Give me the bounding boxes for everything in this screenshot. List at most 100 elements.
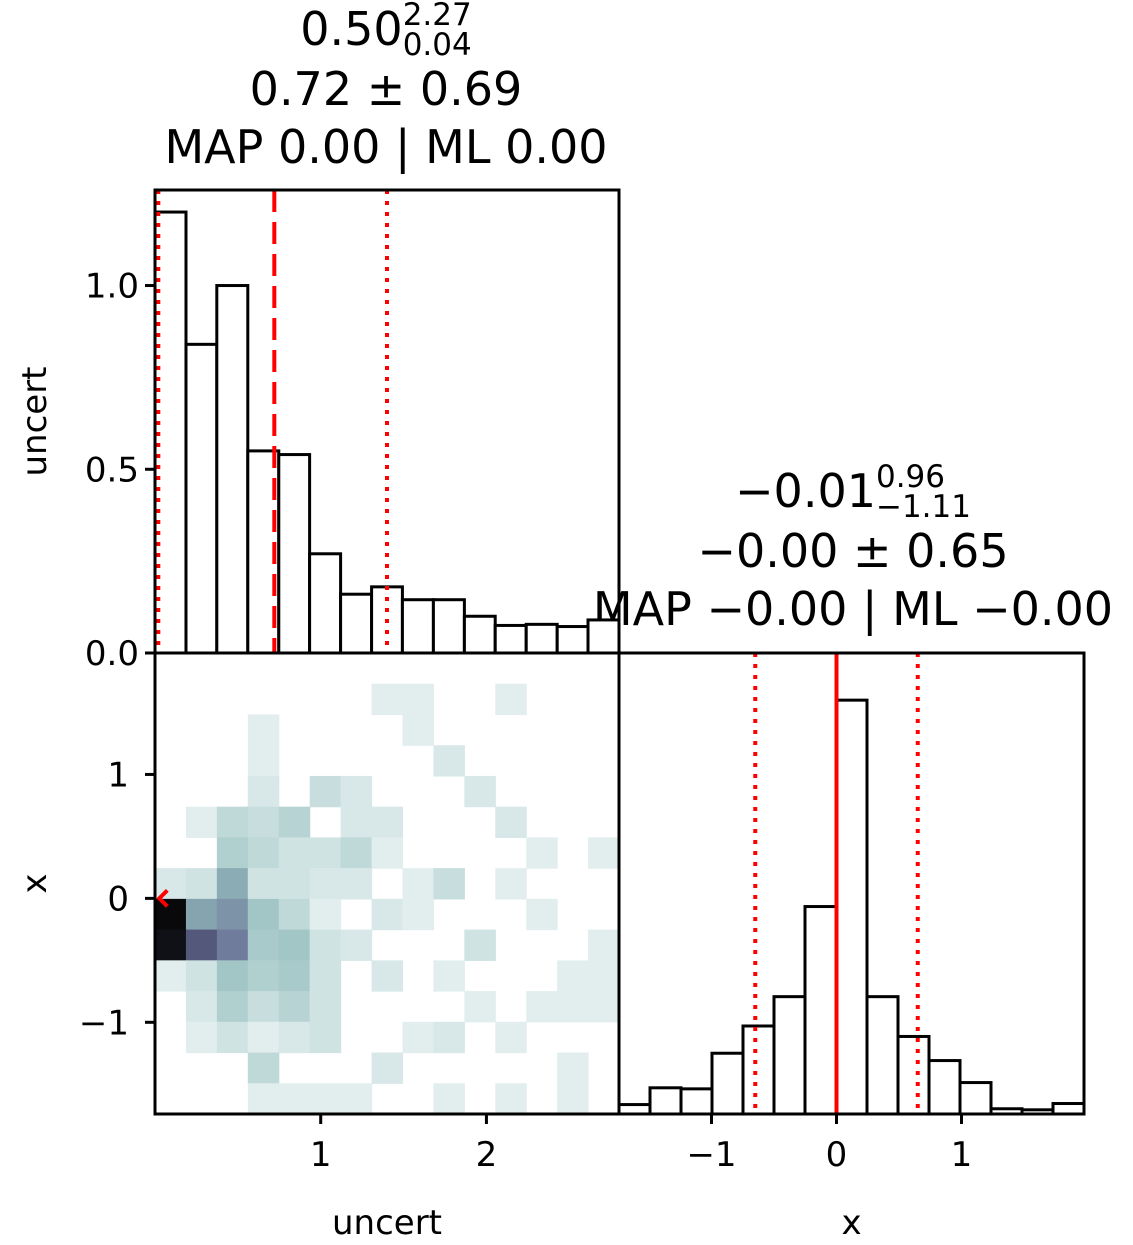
x-ytick-label: 0 — [107, 879, 129, 919]
heatmap-cell — [464, 991, 496, 1023]
heatmap-cell — [216, 960, 249, 992]
x-bar — [679, 1087, 714, 1116]
heatmap-cell — [495, 868, 527, 900]
uncert-bar — [462, 614, 497, 655]
x-ytick-label: 1 — [107, 755, 129, 795]
x-mean-std: −0.00 ± 0.65 — [697, 524, 1009, 578]
truth-marker — [156, 888, 169, 908]
heatmap-cell — [464, 775, 496, 808]
uncert-ci-upper: 2.27 — [402, 0, 472, 33]
heatmap-cell — [340, 806, 373, 838]
heatmap-cell — [216, 837, 249, 869]
heatmap-cell — [309, 898, 342, 931]
x-ytick-label: −1 — [79, 1003, 129, 1043]
heatmap-cell — [464, 929, 496, 961]
uncert-bar — [524, 622, 559, 655]
uncert-bar — [339, 592, 374, 655]
uncert-bar — [215, 284, 250, 655]
x-bar — [958, 1081, 993, 1116]
heatmap-cell — [185, 960, 218, 992]
uncert-bar — [308, 552, 343, 655]
x-map-ml: MAP −0.00 | ML −0.00 — [592, 582, 1114, 636]
uncert-bar — [586, 618, 621, 655]
heatmap-cell — [216, 868, 249, 900]
heatmap-cell — [185, 1021, 218, 1054]
heatmap-cell — [526, 898, 558, 931]
uncert-ytick-label: 0.5 — [85, 450, 139, 490]
heatmap-cell — [247, 898, 280, 931]
heatmap-cell — [588, 929, 620, 961]
heatmap-cell — [185, 929, 218, 961]
x-bar — [803, 905, 838, 1116]
x-ci: 0.96 −1.11 — [875, 459, 971, 525]
x-bar — [896, 1034, 931, 1116]
heatmap-cell — [557, 1083, 589, 1115]
heatmap-cell — [247, 806, 280, 838]
heatmap-cell — [278, 1021, 311, 1054]
heatmap-cell — [495, 1021, 527, 1054]
heatmap-cell — [340, 837, 373, 869]
heatmap-cell — [155, 929, 187, 961]
heatmap-cell — [216, 1021, 249, 1054]
x-bar — [834, 698, 869, 1116]
uncert-xtick-label: 2 — [476, 1135, 498, 1175]
heatmap-cell — [309, 837, 342, 869]
heatmap-cell — [588, 960, 620, 992]
heatmap-cell — [526, 991, 558, 1023]
heatmap-xlabel: uncert — [332, 1203, 442, 1243]
x-bar — [710, 1051, 745, 1116]
x-frame — [617, 651, 1086, 1116]
heatmap-cell — [185, 868, 218, 900]
x-bar — [865, 995, 900, 1116]
heatmap-cell — [247, 745, 280, 777]
uncert-bar — [555, 625, 590, 655]
heatmap-cell — [433, 868, 465, 900]
heatmap-cell — [247, 714, 280, 746]
heatmap-cell — [309, 1083, 342, 1115]
heatmap-ylabel: x — [15, 873, 55, 893]
heatmap-cell — [526, 837, 558, 869]
x-panel-title: −0.01 0.96 −1.11 −0.00 ± 0.65 MAP −0.00 | … — [503, 462, 1133, 638]
x-histogram — [617, 653, 1086, 1116]
heatmap-cell — [278, 837, 311, 869]
uncert-mean-std: 0.72 ± 0.69 — [249, 62, 523, 116]
uncert-bar — [493, 623, 528, 655]
heatmap-cell — [433, 960, 465, 992]
x-xlabel: x — [841, 1203, 861, 1243]
heatmap-cell — [278, 898, 311, 931]
heatmap-cell — [247, 1021, 280, 1054]
uncert-bar — [184, 342, 219, 655]
uncert-ci-lower: 0.04 — [402, 27, 472, 63]
uncert-ylabel: uncert — [15, 366, 55, 476]
heatmap-cell — [185, 991, 218, 1023]
heatmap-cell — [402, 898, 434, 931]
heatmap-cell — [247, 960, 280, 992]
heatmap-cell — [557, 991, 589, 1023]
heatmap-cell — [402, 868, 434, 900]
uncert-ytick-label: 1.0 — [85, 267, 139, 307]
heatmap-cell — [185, 806, 218, 838]
heatmap-cell — [216, 806, 249, 838]
heatmap-cell — [247, 1052, 280, 1084]
x-ci-upper: 0.96 — [875, 459, 946, 495]
heatmap-cell — [340, 929, 373, 961]
heatmap-cell — [185, 898, 218, 931]
x-bar — [648, 1086, 683, 1116]
heatmap-cell — [402, 1021, 434, 1054]
heatmap-cell — [155, 960, 187, 992]
heatmap-cell — [340, 775, 373, 808]
heatmap-cell — [371, 960, 404, 992]
heatmap-cell — [247, 929, 280, 961]
heatmap-cell — [340, 868, 373, 900]
uncert-xtick-label: 1 — [310, 1135, 332, 1175]
x-median: −0.01 — [735, 464, 876, 518]
heatmap-cell — [278, 868, 311, 900]
x-ci-lower: −1.11 — [875, 489, 971, 525]
x-bar — [772, 995, 807, 1116]
x-xtick-label: 1 — [951, 1135, 973, 1175]
heatmap-cell — [371, 837, 404, 869]
heatmap-cell — [588, 837, 620, 869]
heatmap-cell — [247, 1083, 280, 1115]
x-xtick-label: 0 — [826, 1135, 848, 1175]
